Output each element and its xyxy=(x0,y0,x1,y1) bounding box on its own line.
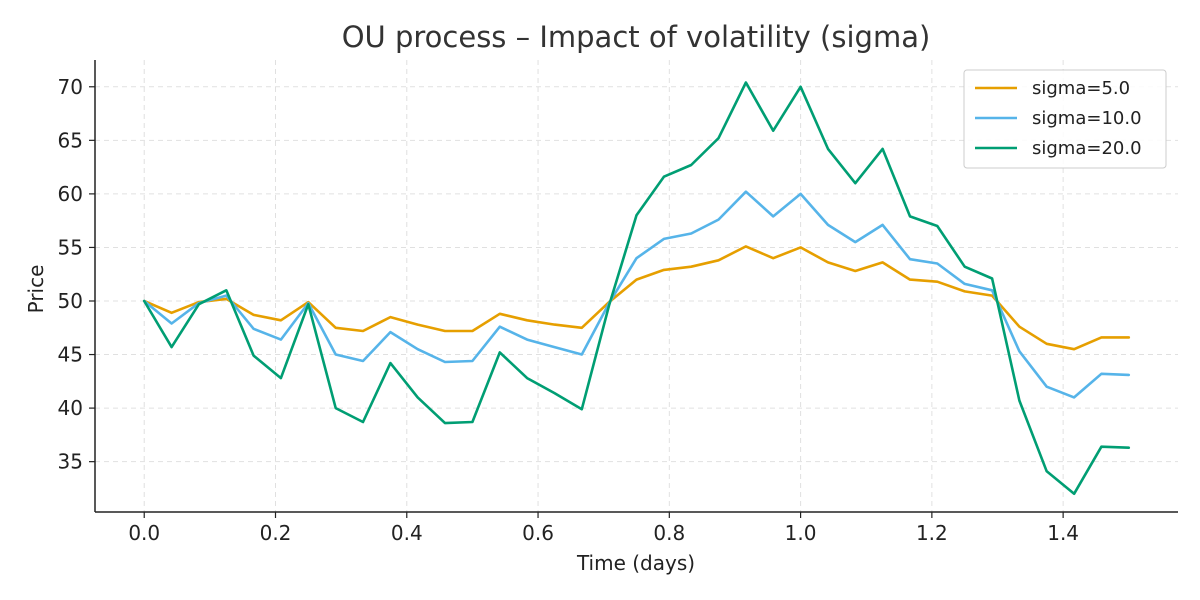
legend: sigma=5.0 sigma=10.0 sigma=20.0 xyxy=(963,69,1167,169)
y-tick-label: 65 xyxy=(58,128,83,152)
y-axis-title: Price xyxy=(24,265,48,314)
y-tick-label: 60 xyxy=(58,182,83,206)
series-line-sigma-20-0 xyxy=(142,81,1131,496)
y-tick-label: 55 xyxy=(58,235,83,259)
x-tick-label: 1.0 xyxy=(785,521,817,545)
x-axis-title: Time (days) xyxy=(576,551,695,575)
chart-title: OU process – Impact of volatility (sigma… xyxy=(342,20,931,54)
legend-label: sigma=10.0 xyxy=(1032,108,1142,129)
x-tick-label: 0.6 xyxy=(522,521,554,545)
x-tick-label: 0.0 xyxy=(128,521,160,545)
x-tick-label: 0.4 xyxy=(391,521,423,545)
y-tick-label: 35 xyxy=(58,450,83,474)
x-tick-label: 1.4 xyxy=(1047,521,1079,545)
legend-label: sigma=20.0 xyxy=(1032,138,1142,159)
x-tick-label: 1.2 xyxy=(916,521,948,545)
series-lines xyxy=(142,81,1131,496)
y-tick-label: 50 xyxy=(58,289,83,313)
y-tick-label: 45 xyxy=(58,343,83,367)
x-tick-label: 0.8 xyxy=(653,521,685,545)
y-ticks: 35 40 45 50 55 60 65 70 xyxy=(58,75,95,474)
y-tick-label: 70 xyxy=(58,75,83,99)
x-tick-label: 0.2 xyxy=(260,521,292,545)
series-line-sigma-5-0 xyxy=(142,245,1131,351)
legend-box xyxy=(963,69,1167,169)
legend-label: sigma=5.0 xyxy=(1032,78,1130,99)
x-ticks: 0.0 0.2 0.4 0.6 0.8 1.0 1.2 1.4 xyxy=(128,512,1079,545)
y-tick-label: 40 xyxy=(58,396,83,420)
